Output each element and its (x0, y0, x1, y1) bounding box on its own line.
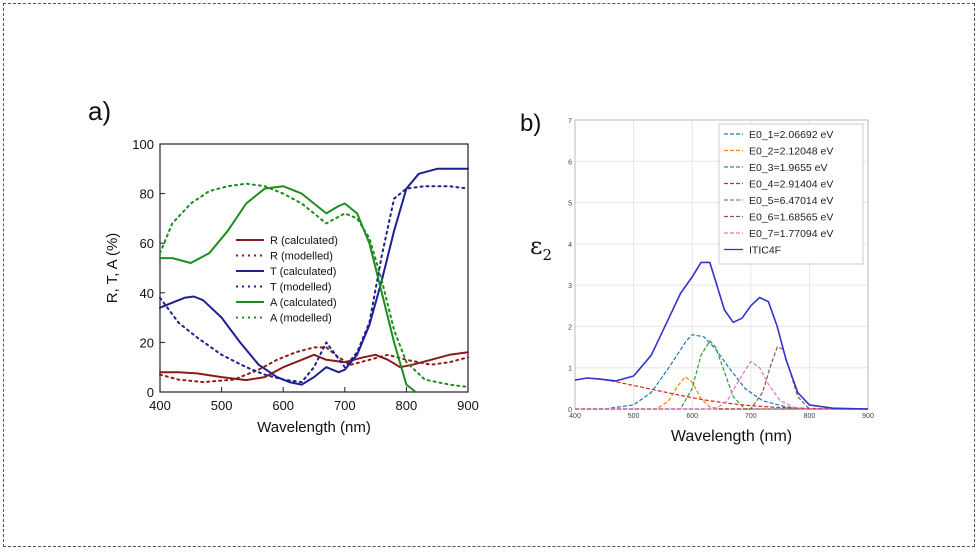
legend-b-label-0: E0_1=2.06692 eV (749, 129, 833, 141)
plot-b-xlabel: Wavelength (nm) (671, 428, 792, 445)
epsilon-subscript: 2 (542, 245, 552, 264)
legend-b-label-5: E0_6=1.68565 eV (749, 212, 833, 224)
panel-a-label: a) (88, 96, 112, 126)
legend-a-label-4: A (calculated) (270, 297, 337, 309)
plot-b-xtick-label: 900 (862, 413, 874, 420)
plot-a-ytick-label: 100 (132, 137, 154, 152)
plot-a-ytick-label: 60 (140, 236, 154, 251)
plot-a-xtick-label: 700 (334, 398, 356, 413)
legend-a-label-0: R (calculated) (270, 235, 338, 247)
plot-a-ytick-label: 80 (140, 187, 154, 202)
series-line-a-3 (159, 185, 469, 384)
plot-b-ytick-label: 2 (568, 324, 572, 331)
plot-a-ylabel: R, T, A (%) (104, 233, 121, 304)
plot-b-ytick-label: 1 (568, 366, 572, 373)
plot-b-xtick-label: 800 (804, 413, 816, 420)
series-line-a-4 (159, 185, 417, 393)
legend-b-label-7: ITIC4F (749, 245, 781, 257)
plot-b-ytick-label: 3 (568, 283, 572, 290)
series-line-a-0 (159, 351, 469, 382)
plot-b-ytick-label: 7 (568, 118, 572, 125)
epsilon-symbol: ε (530, 232, 543, 260)
plot-b-ytick-label: 4 (568, 242, 572, 249)
legend-b-label-6: E0_7=1.77094 eV (749, 228, 833, 240)
epsilon-2-axis-label: ε2 (530, 232, 552, 264)
plot-a-xtick-label: 900 (457, 398, 479, 413)
plot-a-frame (159, 143, 469, 393)
series-line-b-3 (574, 377, 868, 410)
series-line-b-5 (575, 346, 868, 410)
panel-b-label: b) (520, 110, 542, 137)
series-line-b-1 (575, 376, 868, 410)
legend-b-label-4: E0_5=6.47014 eV (749, 195, 833, 207)
figure-frame (3, 3, 975, 547)
legend-b-label-1: E0_2=2.12048 eV (749, 146, 833, 158)
series-line-a-1 (159, 346, 469, 384)
legend-a-label-3: T (modelled) (270, 282, 332, 294)
plot-b-ytick-label: 6 (568, 159, 572, 166)
series-line-b-0 (575, 334, 868, 410)
plot-a-ytick-label: 0 (147, 385, 154, 400)
plot-b-xtick-label: 700 (745, 413, 757, 420)
series-line-b-6 (575, 360, 868, 410)
legend-a-label-2: T (calculated) (270, 266, 336, 278)
plot-b-xtick-label: 400 (569, 413, 581, 420)
series-line-a-2 (159, 167, 469, 386)
plot-a-xtick-label: 500 (211, 398, 233, 413)
legend-b-label-2: E0_3=1.9655 eV (749, 162, 828, 174)
legend-a-label-1: R (modelled) (270, 251, 333, 263)
series-line-b-7 (574, 261, 869, 410)
legend-b-box (718, 123, 864, 265)
plot-a-xtick-label: 400 (149, 398, 171, 413)
series-line-a-5 (159, 182, 469, 388)
plot-a-xtick-label: 800 (396, 398, 418, 413)
plot-b-ytick-label: 0 (568, 407, 572, 414)
legend-a-label-5: A (modelled) (270, 313, 332, 325)
plot-b-ytick-label: 5 (568, 201, 572, 208)
plot-a-ytick-label: 40 (140, 286, 154, 301)
plot-a-ytick-label: 20 (140, 335, 154, 350)
legend-b-label-3: E0_4=2.91404 eV (749, 179, 833, 191)
plot-b-xtick-label: 500 (628, 413, 640, 420)
plot-a-xtick-label: 600 (272, 398, 294, 413)
plot-b-xtick-label: 600 (686, 413, 698, 420)
series-line-b-2 (575, 340, 868, 410)
plot-a-xlabel: Wavelength (nm) (257, 419, 371, 436)
